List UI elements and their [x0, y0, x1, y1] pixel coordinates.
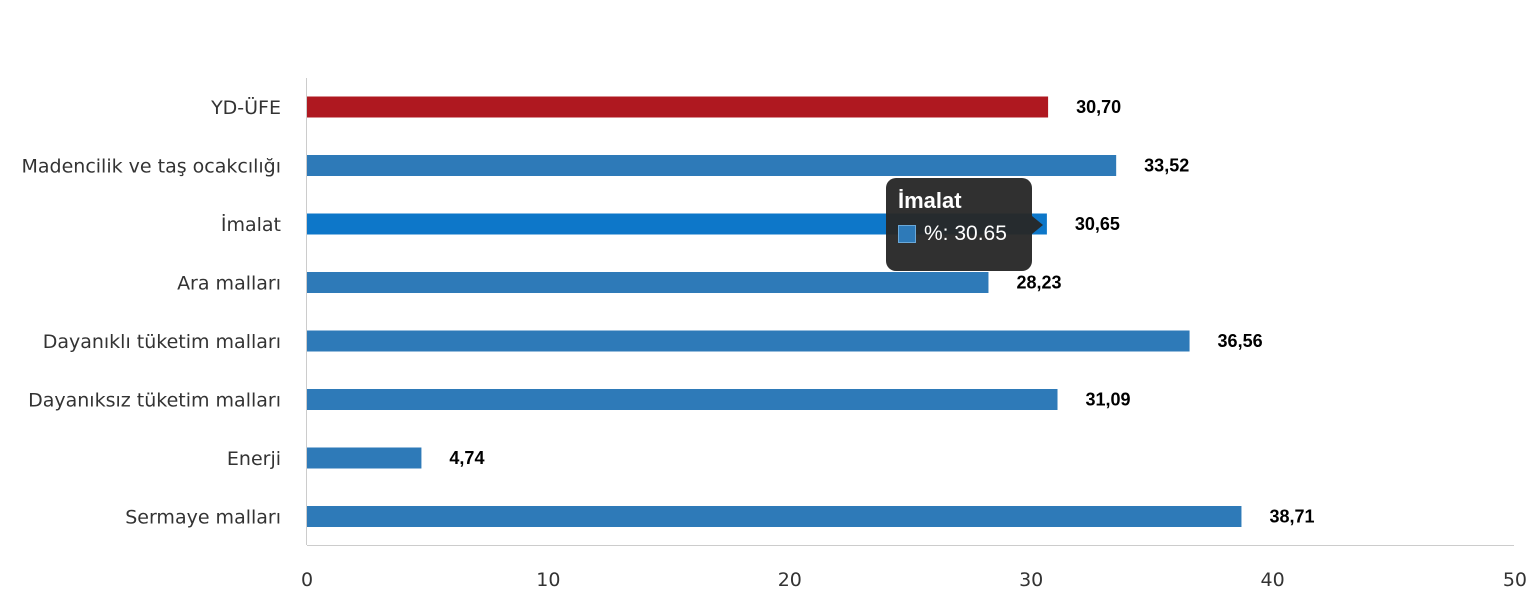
category-label: Ara malları [177, 273, 281, 295]
value-label: 28,23 [1016, 273, 1061, 293]
bar[interactable] [307, 506, 1242, 527]
bar[interactable] [307, 389, 1058, 410]
bars-layer [307, 96, 1242, 527]
value-label: 36,56 [1218, 331, 1263, 351]
tooltip: İmalat %: 30.65 [886, 178, 1043, 271]
tooltip-row: %: 30.65 [898, 222, 1020, 246]
x-tick-label: 0 [301, 569, 313, 591]
x-tick-labels: 0 10 20 30 40 50 [301, 569, 1527, 591]
value-label: 38,71 [1269, 507, 1314, 527]
category-label: Sermaye malları [125, 507, 281, 529]
x-tick-label: 50 [1503, 569, 1527, 591]
value-label: 30,70 [1076, 97, 1121, 117]
tooltip-title: İmalat [898, 188, 962, 213]
category-label: İmalat [221, 213, 281, 236]
tooltip-swatch [898, 225, 916, 243]
x-tick-label: 40 [1261, 569, 1285, 591]
x-tick-label: 10 [536, 569, 560, 591]
bar[interactable] [307, 96, 1049, 118]
x-tick-label: 30 [1019, 569, 1043, 591]
bar[interactable] [307, 213, 1047, 235]
bar[interactable] [307, 447, 422, 469]
category-label: Enerji [227, 448, 281, 470]
bar[interactable] [307, 330, 1190, 352]
category-label: Dayanıksız tüketim malları [28, 390, 281, 412]
category-label: YD-ÜFE [210, 96, 281, 119]
value-label: 33,52 [1144, 156, 1189, 176]
category-labels: YD-ÜFE Madencilik ve taş ocakcılığı İmalat… [22, 96, 282, 529]
category-label: Dayanıklı tüketim malları [43, 331, 281, 353]
value-label: 31,09 [1086, 390, 1131, 410]
x-tick-label: 20 [778, 569, 802, 591]
tooltip-value: %: 30.65 [924, 222, 1007, 245]
value-label: 4,74 [449, 448, 484, 468]
bar[interactable] [307, 272, 989, 293]
bar[interactable] [307, 155, 1117, 176]
category-label: Madencilik ve taş ocakcılığı [22, 156, 282, 178]
value-label: 30,65 [1075, 214, 1120, 234]
value-labels: 30,70 33,52 30,65 28,23 36,56 31,09 4,74 38,71 [449, 97, 1314, 527]
